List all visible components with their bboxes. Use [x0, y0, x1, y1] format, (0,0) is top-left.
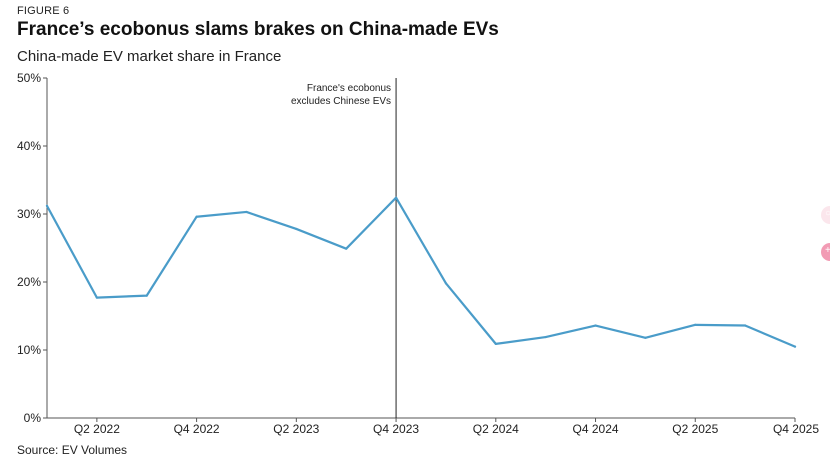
- y-tick-label: 0%: [24, 411, 42, 425]
- y-axis: 0% 10% 20% 30% 40% 50%: [17, 71, 48, 425]
- series-line: [45, 196, 797, 348]
- data-point: [444, 282, 448, 285]
- source-note: Source: EV Volumes: [17, 443, 128, 457]
- x-tick-label: Q2 2024: [473, 422, 519, 436]
- data-point: [744, 324, 747, 327]
- data-point: [45, 204, 49, 207]
- share-glyph-icon: ○: [825, 208, 830, 219]
- data-point: [544, 335, 547, 339]
- y-tick-label: 40%: [17, 139, 41, 153]
- y-tick-label: 20%: [17, 275, 41, 289]
- x-tick-label: Q2 2025: [672, 422, 718, 436]
- annotation: France's ecobonus excludes Chinese EVs: [291, 78, 397, 418]
- x-tick-label: Q4 2023: [373, 422, 419, 436]
- data-point: [394, 196, 398, 199]
- annotation-text: France's ecobonus: [307, 83, 391, 94]
- x-tick-label: Q4 2022: [174, 422, 220, 436]
- data-point: [245, 210, 248, 214]
- data-point: [95, 296, 98, 299]
- share-icon[interactable]: ○: [821, 206, 830, 224]
- data-point: [195, 215, 198, 218]
- data-point: [494, 342, 497, 345]
- data-point: [694, 323, 697, 326]
- x-tick-label: Q2 2023: [273, 422, 319, 436]
- y-tick-label: 10%: [17, 343, 41, 357]
- x-tick-label: Q2 2022: [74, 422, 120, 436]
- data-point: [345, 247, 348, 250]
- data-point: [145, 294, 148, 297]
- annotation-text: excludes Chinese EVs: [291, 96, 391, 107]
- data-point: [644, 336, 647, 339]
- chart-subtitle: China-made EV market share in France: [17, 48, 282, 65]
- data-point: [793, 345, 797, 348]
- y-tick-label: 30%: [17, 207, 41, 221]
- data-point: [295, 227, 298, 231]
- x-tick-label: Q4 2025: [773, 422, 819, 436]
- y-tick-label: 50%: [17, 71, 41, 85]
- figure-label: FIGURE 6: [17, 5, 70, 17]
- x-axis: Q2 2022 Q4 2022 Q2 2023 Q4 2023 Q2 2024 Q4 20…: [47, 417, 819, 436]
- chart-title: France’s ecobonus slams brakes on China-…: [17, 19, 499, 40]
- plus-glyph-icon: +: [825, 245, 830, 256]
- data-point: [594, 324, 597, 327]
- x-tick-label: Q4 2024: [573, 422, 619, 436]
- plus-icon[interactable]: +: [821, 243, 830, 261]
- series: [45, 196, 797, 348]
